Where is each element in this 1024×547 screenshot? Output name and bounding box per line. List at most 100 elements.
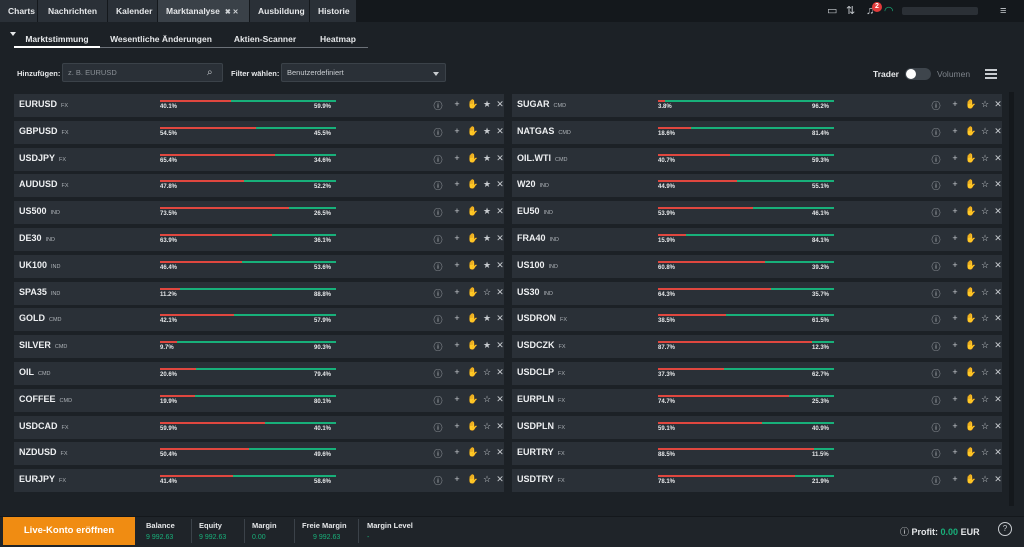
info-icon[interactable]: ⓘ bbox=[931, 449, 941, 460]
chart-hand-icon[interactable]: ✋ bbox=[467, 393, 479, 404]
info-icon[interactable]: ⓘ bbox=[931, 288, 941, 299]
info-icon[interactable]: ⓘ bbox=[433, 261, 443, 272]
star-icon[interactable]: ☆ bbox=[980, 179, 990, 190]
symbol-name[interactable]: UK100 IND bbox=[19, 260, 61, 270]
close-icon[interactable]: ✕ bbox=[496, 206, 504, 217]
star-icon[interactable]: ★ bbox=[482, 340, 492, 351]
close-icon[interactable]: ✕ bbox=[496, 367, 504, 377]
close-icon[interactable]: ✕ bbox=[496, 99, 504, 109]
sentiment-row-usdpln[interactable]: USDPLN FX 59.1% 40.9% ⓘ + ✋ ☆ ✕ bbox=[512, 415, 1002, 439]
star-icon[interactable]: ★ bbox=[482, 206, 492, 217]
sentiment-row-usdtry[interactable]: USDTRY FX 78.1% 21.9% ⓘ + ✋ ☆ ✕ bbox=[512, 469, 1002, 493]
symbol-name[interactable]: US500 IND bbox=[19, 206, 60, 216]
symbol-name[interactable]: USDCAD FX bbox=[19, 421, 69, 431]
sentiment-row-natgas[interactable]: NATGAS CMD 18.6% 81.4% ⓘ + ✋ ☆ ✕ bbox=[512, 120, 1002, 144]
sentiment-row-usdjpy[interactable]: USDJPY FX 65.4% 34.6% ⓘ + ✋ ★ ✕ bbox=[14, 147, 504, 171]
chart-hand-icon[interactable]: ✋ bbox=[965, 313, 977, 324]
info-icon[interactable]: ⓘ bbox=[931, 395, 941, 406]
chart-hand-icon[interactable]: ✋ bbox=[965, 474, 977, 485]
symbol-name[interactable]: USDPLN FX bbox=[517, 421, 565, 431]
sentiment-row-eurusd[interactable]: EURUSD FX 40.1% 59.9% ⓘ + ✋ ★ ✕ bbox=[14, 94, 504, 117]
plus-icon[interactable]: + bbox=[454, 340, 460, 351]
info-icon[interactable]: ⓘ bbox=[433, 315, 443, 326]
info-icon[interactable]: ⓘ bbox=[931, 315, 941, 326]
star-icon[interactable]: ☆ bbox=[980, 420, 990, 431]
close-icon[interactable]: ✕ bbox=[994, 420, 1002, 431]
chart-hand-icon[interactable]: ✋ bbox=[467, 420, 479, 431]
star-icon[interactable]: ☆ bbox=[980, 99, 990, 109]
symbol-name[interactable]: EURJPY FX bbox=[19, 474, 66, 484]
chart-hand-icon[interactable]: ✋ bbox=[467, 152, 479, 163]
close-icon[interactable]: ✕ bbox=[496, 233, 504, 243]
symbol-name[interactable]: FRA40 IND bbox=[517, 233, 559, 243]
close-icon[interactable]: ✕ bbox=[994, 179, 1002, 190]
pin-close-icons[interactable]: ✖ ✕ bbox=[224, 9, 239, 16]
sentiment-row-coffee[interactable]: COFFEE CMD 19.9% 80.1% ⓘ + ✋ ☆ ✕ bbox=[14, 388, 504, 412]
star-icon[interactable]: ★ bbox=[482, 125, 492, 136]
plus-icon[interactable]: + bbox=[952, 340, 958, 351]
symbol-name[interactable]: USDJPY FX bbox=[19, 153, 66, 163]
close-icon[interactable]: ✕ bbox=[496, 259, 504, 270]
symbol-name[interactable]: W20 IND bbox=[517, 179, 549, 189]
tab-nachrichten[interactable]: Nachrichten bbox=[38, 0, 108, 22]
star-icon[interactable]: ☆ bbox=[980, 125, 990, 136]
plus-icon[interactable]: + bbox=[454, 233, 460, 243]
plus-icon[interactable]: + bbox=[454, 286, 460, 297]
account-info[interactable] bbox=[902, 7, 978, 15]
plus-icon[interactable]: + bbox=[952, 179, 958, 190]
info-icon[interactable]: ⓘ bbox=[931, 101, 941, 111]
subtab-marktstimmung[interactable]: Marktstimmung bbox=[14, 34, 100, 48]
chart-hand-icon[interactable]: ✋ bbox=[467, 233, 479, 243]
sentiment-row-us500[interactable]: US500 IND 73.5% 26.5% ⓘ + ✋ ★ ✕ bbox=[14, 201, 504, 225]
chart-hand-icon[interactable]: ✋ bbox=[467, 99, 479, 109]
plus-icon[interactable]: + bbox=[454, 367, 460, 377]
star-icon[interactable]: ☆ bbox=[980, 286, 990, 297]
info-icon[interactable]: ⓘ bbox=[433, 181, 443, 192]
close-icon[interactable]: ✕ bbox=[994, 313, 1002, 324]
chart-hand-icon[interactable]: ✋ bbox=[467, 259, 479, 270]
chart-hand-icon[interactable]: ✋ bbox=[965, 367, 977, 377]
sentiment-row-usdron[interactable]: USDRON FX 38.5% 61.5% ⓘ + ✋ ☆ ✕ bbox=[512, 308, 1002, 332]
chart-hand-icon[interactable]: ✋ bbox=[467, 447, 479, 458]
sentiment-row-gbpusd[interactable]: GBPUSD FX 54.5% 45.5% ⓘ + ✋ ★ ✕ bbox=[14, 120, 504, 144]
sentiment-row-us100[interactable]: US100 IND 60.8% 39.2% ⓘ + ✋ ☆ ✕ bbox=[512, 254, 1002, 278]
close-icon[interactable]: ✕ bbox=[496, 447, 504, 458]
plus-icon[interactable]: + bbox=[952, 125, 958, 136]
symbol-name[interactable]: USDCZK FX bbox=[517, 340, 566, 350]
chart-hand-icon[interactable]: ✋ bbox=[467, 179, 479, 190]
plus-icon[interactable]: + bbox=[952, 393, 958, 404]
trader-volume-toggle[interactable] bbox=[905, 68, 931, 80]
chart-hand-icon[interactable]: ✋ bbox=[467, 125, 479, 136]
star-icon[interactable]: ☆ bbox=[980, 474, 990, 485]
sentiment-row-silver[interactable]: SILVER CMD 9.7% 90.3% ⓘ + ✋ ★ ✕ bbox=[14, 335, 504, 359]
star-icon[interactable]: ☆ bbox=[482, 393, 492, 404]
close-icon[interactable]: ✕ bbox=[994, 340, 1002, 351]
close-icon[interactable]: ✕ bbox=[994, 474, 1002, 485]
chart-hand-icon[interactable]: ✋ bbox=[467, 313, 479, 324]
tab-kalender[interactable]: Kalender bbox=[108, 0, 158, 22]
symbol-name[interactable]: OIL.WTI CMD bbox=[517, 153, 568, 163]
sentiment-row-oil[interactable]: OIL CMD 20.6% 79.4% ⓘ + ✋ ☆ ✕ bbox=[14, 362, 504, 385]
close-icon[interactable]: ✕ bbox=[994, 99, 1002, 109]
star-icon[interactable]: ★ bbox=[482, 259, 492, 270]
sentiment-row-w20[interactable]: W20 IND 44.9% 55.1% ⓘ + ✋ ☆ ✕ bbox=[512, 174, 1002, 198]
star-icon[interactable]: ☆ bbox=[482, 286, 492, 297]
close-icon[interactable]: ✕ bbox=[496, 474, 504, 485]
info-icon[interactable]: ⓘ bbox=[433, 235, 443, 245]
close-icon[interactable]: ✕ bbox=[994, 367, 1002, 377]
info-icon[interactable]: ⓘ bbox=[433, 476, 443, 487]
symbol-name[interactable]: US30 IND bbox=[517, 287, 553, 297]
subtab-aktien-scanner[interactable]: Aktien-Scanner bbox=[222, 34, 308, 48]
chart-hand-icon[interactable]: ✋ bbox=[965, 206, 977, 217]
star-icon[interactable]: ☆ bbox=[980, 447, 990, 458]
plus-icon[interactable]: + bbox=[454, 420, 460, 431]
star-icon[interactable]: ☆ bbox=[482, 367, 492, 377]
star-icon[interactable]: ★ bbox=[482, 179, 492, 190]
chart-hand-icon[interactable]: ✋ bbox=[965, 447, 977, 458]
chart-hand-icon[interactable]: ✋ bbox=[965, 393, 977, 404]
tab-historie[interactable]: Historie bbox=[310, 0, 357, 22]
info-icon[interactable]: ⓘ bbox=[433, 342, 443, 353]
symbol-name[interactable]: OIL CMD bbox=[19, 367, 51, 377]
list-settings-icon[interactable] bbox=[985, 69, 997, 79]
chart-hand-icon[interactable]: ✋ bbox=[965, 179, 977, 190]
